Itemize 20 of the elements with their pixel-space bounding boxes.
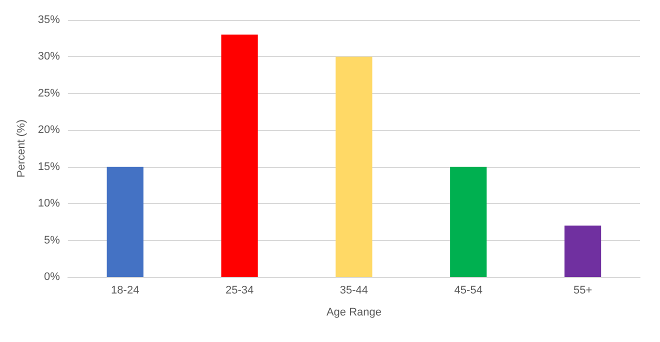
y-tick-label: 5% (44, 234, 60, 246)
x-tick-label: 35-44 (340, 284, 368, 296)
y-tick-label: 35% (38, 14, 60, 26)
x-tick-label: 45-54 (454, 284, 482, 296)
bar (221, 34, 258, 277)
y-tick-label: 25% (38, 87, 60, 100)
y-axis-title: Percent (%) (16, 119, 28, 178)
bar (336, 56, 372, 277)
x-tick-label: 25-34 (225, 284, 254, 296)
x-tick-label: 18-24 (111, 284, 140, 296)
y-tick-label: 0% (44, 271, 60, 283)
bar (106, 166, 144, 277)
y-tick-label: 30% (38, 50, 60, 63)
y-tick-label: 10% (38, 198, 60, 210)
bar (564, 226, 602, 277)
x-tick-label: 55+ (573, 284, 592, 296)
y-tick-label: 20% (38, 124, 60, 136)
x-axis-title: Age Range (326, 306, 382, 318)
bar (450, 166, 487, 277)
y-tick-label: 15% (38, 160, 60, 173)
